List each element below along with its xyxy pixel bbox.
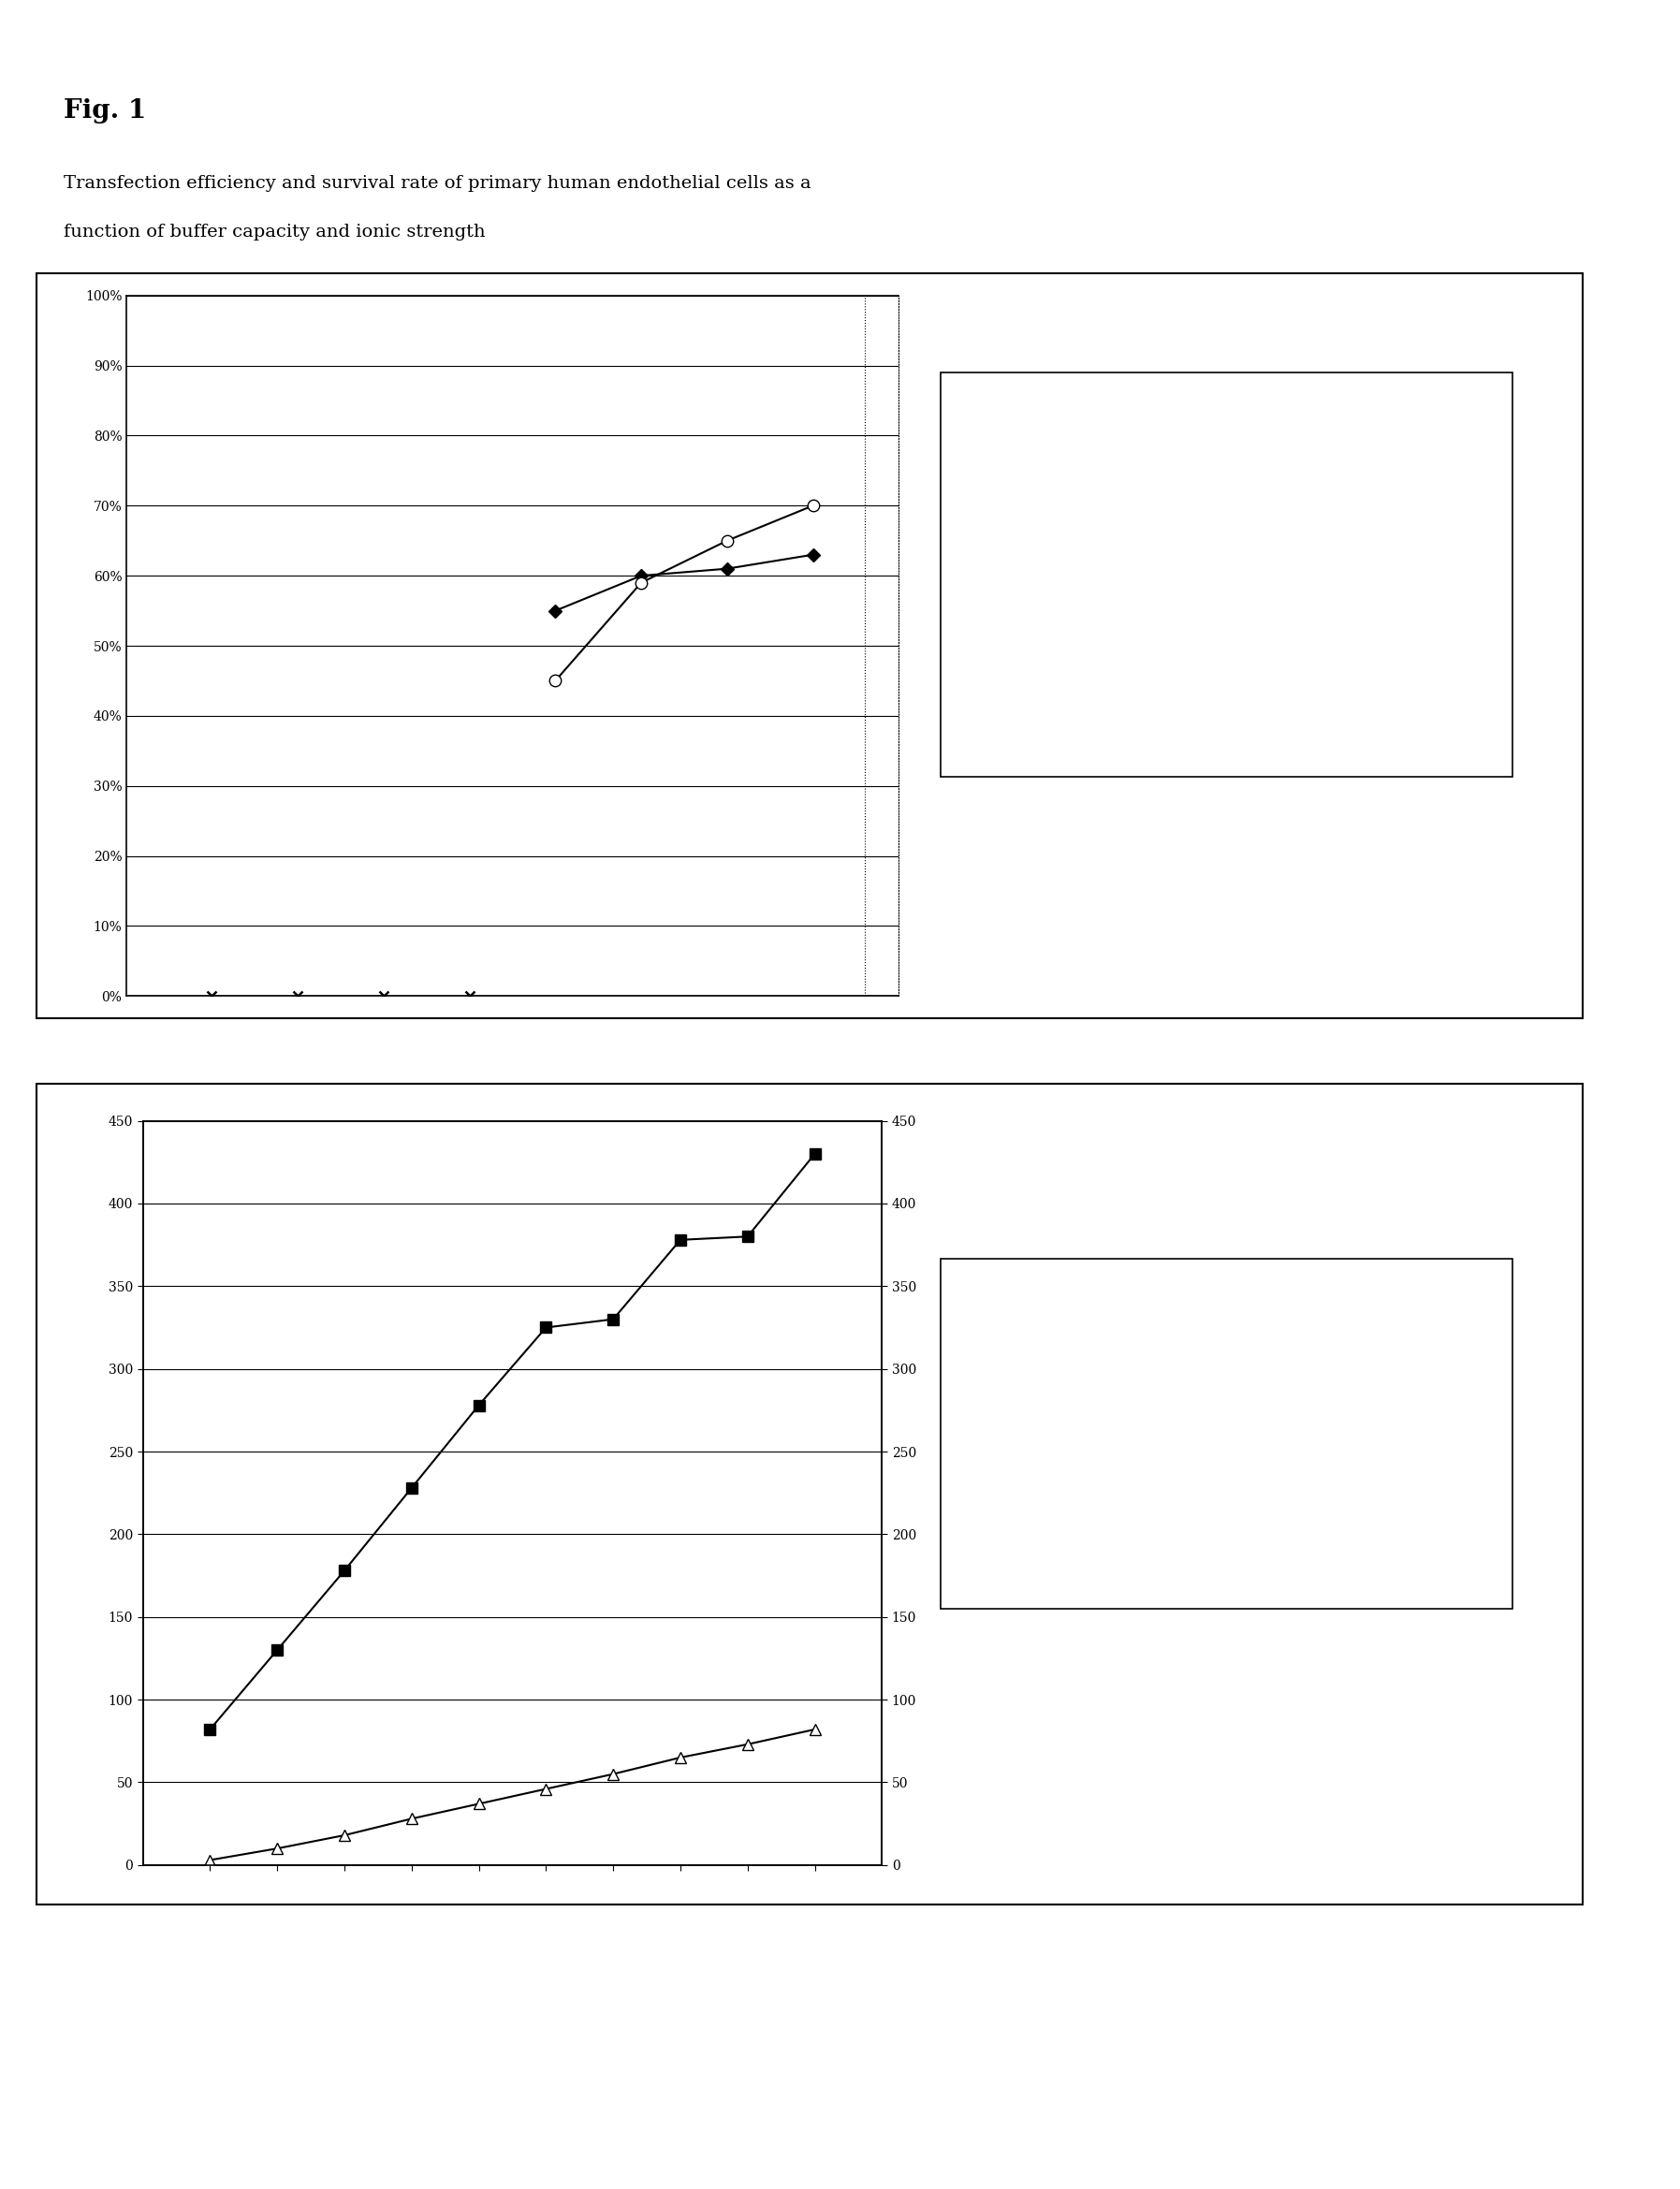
Text: statistically not: statistically not [1089,657,1191,670]
Text: (mM/pH): (mM/pH) [1089,1386,1149,1399]
Text: % transfected cells: % transfected cells [1089,438,1216,451]
Text: X: X [993,657,1003,672]
Text: % viable cells: % viable cells [1089,543,1179,556]
Text: Transfection efficiency and survival rate of primary human endothelial cells as : Transfection efficiency and survival rat… [64,175,811,193]
Text: evaluable: evaluable [1089,722,1152,736]
Text: (mM): (mM) [1089,1539,1126,1552]
Text: function of buffer capacity and ionic strength: function of buffer capacity and ionic st… [64,223,486,241]
Text: buffer capacity: buffer capacity [1089,1329,1189,1342]
Text: Fig. 1: Fig. 1 [64,99,146,125]
Text: ionic strength: ionic strength [1089,1484,1181,1497]
